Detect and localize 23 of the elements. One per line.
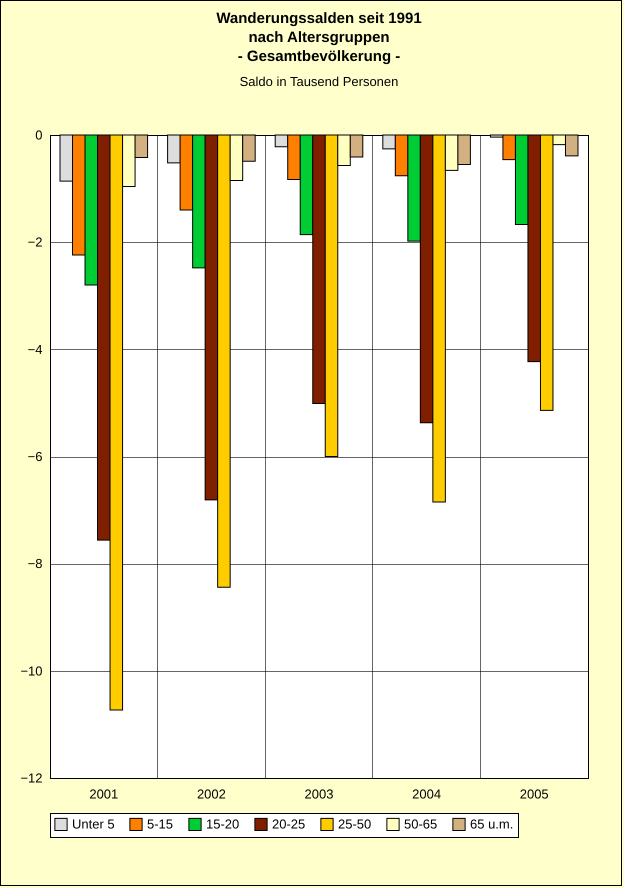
- y-tick-label: −4: [28, 342, 42, 357]
- x-tick-label: 2002: [196, 786, 226, 802]
- text: nach Altersgruppen: [248, 29, 390, 46]
- text: - Gesamtbevölkerung -: [238, 48, 400, 65]
- legend-label: 50-65: [404, 816, 438, 832]
- y-tick-label: −8: [28, 556, 42, 572]
- legend-label: 5-15: [147, 816, 174, 832]
- y-axis-title: Saldo in Tausend Personen: [240, 74, 398, 89]
- legend-label: 20-25: [272, 816, 306, 832]
- y-tick-label: −6: [28, 449, 42, 464]
- y-tick-label: −10: [20, 663, 42, 678]
- legend-label: Unter 5: [72, 816, 115, 832]
- legend-label: 15-20: [206, 816, 240, 832]
- y-tick-label: −12: [20, 770, 42, 786]
- y-tick-label: 0: [35, 128, 42, 142]
- text: Wanderungssalden seit 1991: [216, 10, 422, 27]
- x-tick-label: 2001: [89, 786, 118, 802]
- y-tick-label: −2: [28, 234, 42, 250]
- x-tick-label: 2005: [520, 786, 549, 802]
- legend-label: 65 u.m.: [470, 816, 514, 832]
- legend-label: 25-50: [338, 816, 372, 832]
- x-tick-label: 2004: [412, 786, 442, 802]
- x-tick-label: 2003: [304, 786, 334, 802]
